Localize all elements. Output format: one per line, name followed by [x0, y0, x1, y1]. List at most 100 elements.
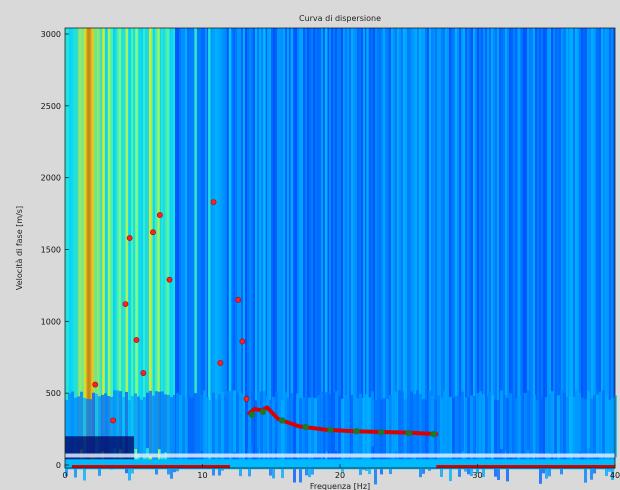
spectrum-stripe: [395, 28, 397, 468]
low-band-dark: [104, 436, 107, 461]
spectrum-stripe: [533, 28, 535, 468]
low-band-cell: [521, 392, 524, 464]
low-band-cell: [104, 393, 107, 463]
spectrum-stripe: [249, 28, 251, 468]
spectrum-stripe: [559, 28, 561, 468]
spectrum-stripe: [213, 28, 215, 468]
low-band-cell: [485, 396, 488, 465]
low-band-cell: [233, 390, 236, 453]
low-band-cell: [218, 394, 221, 476]
spectrum-stripe: [219, 28, 221, 468]
spectrum-column: [263, 28, 266, 468]
spectrum-stripe: [203, 28, 205, 468]
low-band-dark: [110, 436, 113, 461]
low-band-cell: [338, 395, 341, 461]
spectrum-stripe: [375, 28, 377, 468]
spectrum-stripe: [579, 28, 581, 468]
low-band-dark: [113, 436, 116, 461]
low-band-cell: [341, 398, 344, 472]
low-band-cell: [209, 399, 212, 458]
curve-marker: [378, 429, 385, 436]
spectrum-stripe: [275, 28, 277, 468]
spectrum-stripe: [449, 28, 451, 468]
low-band-cell: [581, 397, 584, 457]
spectrum-column: [208, 28, 211, 468]
low-band-cell: [77, 396, 80, 468]
low-band-cell: [530, 399, 533, 464]
low-band-dark: [98, 436, 101, 461]
spectrum-stripe: [351, 28, 353, 468]
spectrum-stripe: [581, 28, 583, 468]
low-band-cell: [455, 396, 458, 462]
low-band-cell: [473, 395, 476, 464]
spectrum-stripe: [183, 28, 185, 468]
spectrum-stripe: [595, 28, 597, 468]
curve-marker: [327, 426, 334, 434]
spectrum-stripe: [235, 28, 237, 468]
curve-marker: [302, 423, 309, 431]
spectrum-stripe: [237, 28, 239, 468]
spectrum-stripe: [433, 28, 435, 468]
spectrum-stripe: [501, 28, 503, 468]
low-band-cell: [548, 393, 551, 477]
spectrum-stripe: [591, 28, 593, 468]
picked-point: [156, 212, 163, 218]
spectrum-stripe: [305, 28, 307, 468]
low-band-dark: [71, 436, 74, 461]
spectrum-stripe: [223, 28, 225, 468]
low-band-cell: [449, 397, 452, 482]
spectrum-stripe: [571, 28, 573, 468]
spectrum-stripe: [65, 28, 67, 468]
spectrum-stripe: [407, 28, 409, 468]
spectrum-stripe: [115, 28, 117, 468]
spectrum-stripe: [161, 28, 163, 468]
spectrum-stripe: [155, 28, 157, 468]
spectrum-stripe: [341, 28, 343, 468]
spectrum-stripe: [307, 28, 309, 468]
spectrum-stripe: [245, 28, 247, 468]
spectrum-stripe: [353, 28, 355, 468]
spectrum-stripe: [507, 28, 509, 468]
spectrum-column: [325, 28, 328, 468]
spectrum-stripe: [231, 28, 233, 468]
low-band-cell: [212, 392, 215, 476]
spectrum-stripe: [603, 28, 605, 468]
low-band-cell: [197, 397, 200, 467]
spectrum-stripe: [241, 28, 243, 468]
spectrum-stripe: [377, 28, 379, 468]
spectrum-stripe: [311, 28, 313, 468]
spectrum-stripe: [303, 28, 305, 468]
spectrum-stripe: [287, 28, 289, 468]
low-band-cell: [401, 391, 404, 466]
low-band-dark: [65, 436, 68, 461]
picked-point: [122, 301, 129, 307]
picked-point: [110, 417, 117, 424]
low-band-dark: [92, 436, 95, 461]
spectrum-stripe: [563, 28, 565, 468]
low-band-cell: [110, 396, 113, 470]
spectrum-stripe: [159, 28, 161, 468]
low-band-cell: [374, 400, 377, 485]
spectrum-stripe: [453, 28, 455, 468]
spectrum-stripe: [357, 28, 359, 468]
spectrum-stripe: [423, 28, 425, 468]
low-band-cell: [410, 391, 413, 456]
spectrum-stripe: [451, 28, 453, 468]
low-band-cell: [398, 390, 401, 466]
x-tick-label: 30: [472, 471, 482, 480]
spectrum-stripe: [277, 28, 279, 468]
spectrum-column: [421, 28, 424, 468]
spectrum-stripe: [445, 28, 447, 468]
low-band-cell: [491, 394, 494, 463]
low-band-cell: [605, 395, 608, 476]
spectrum-stripe: [609, 28, 611, 468]
spectrum-stripe: [397, 28, 399, 468]
spectrum-stripe: [465, 28, 467, 468]
low-band-dark: [101, 436, 104, 461]
spectrum-stripe: [387, 28, 389, 468]
spectrum-stripe: [541, 28, 543, 468]
low-band-dark: [122, 436, 125, 461]
low-band-cell: [446, 399, 449, 463]
low-band-cell: [236, 392, 239, 467]
spectrum-stripe: [371, 28, 373, 468]
